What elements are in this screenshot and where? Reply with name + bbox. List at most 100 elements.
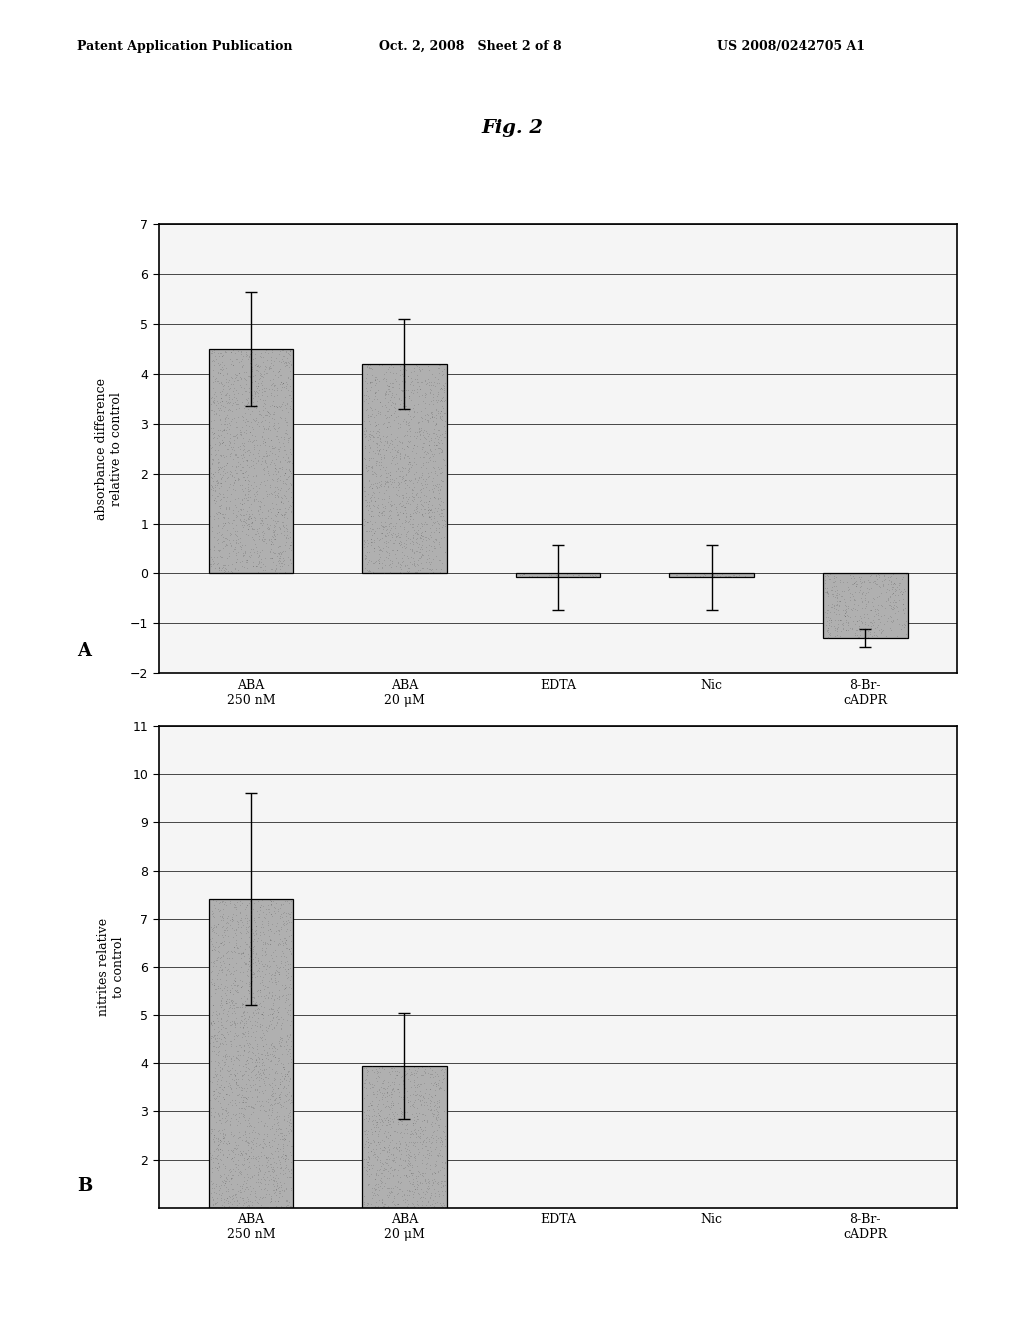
Point bbox=[425, 411, 441, 432]
Point bbox=[387, 1221, 403, 1242]
Point bbox=[279, 525, 295, 546]
Point bbox=[254, 366, 270, 387]
Point bbox=[265, 404, 282, 425]
Point bbox=[219, 438, 236, 459]
Point bbox=[270, 1134, 287, 1155]
Point bbox=[231, 1044, 248, 1065]
Point bbox=[281, 1071, 297, 1092]
Point bbox=[423, 391, 439, 412]
Point bbox=[386, 1185, 402, 1206]
Point bbox=[397, 1131, 414, 1152]
Point bbox=[244, 970, 260, 991]
Point bbox=[834, 585, 850, 606]
Point bbox=[241, 937, 257, 958]
Point bbox=[382, 1162, 398, 1183]
Point bbox=[394, 491, 411, 512]
Point bbox=[380, 434, 396, 455]
Point bbox=[214, 1125, 230, 1146]
Point bbox=[861, 579, 878, 601]
Point bbox=[207, 1061, 223, 1082]
Point bbox=[414, 1134, 430, 1155]
Point bbox=[408, 1242, 424, 1263]
Point bbox=[209, 503, 225, 524]
Point bbox=[890, 1239, 906, 1261]
Point bbox=[437, 403, 454, 424]
Point bbox=[403, 1064, 420, 1085]
Point bbox=[236, 508, 252, 529]
Point bbox=[276, 411, 293, 432]
Point bbox=[705, 1243, 721, 1265]
Point bbox=[223, 408, 240, 429]
Point bbox=[213, 1028, 229, 1049]
Point bbox=[208, 1175, 224, 1196]
Point bbox=[278, 954, 294, 975]
Point bbox=[271, 1086, 288, 1107]
Point bbox=[400, 511, 417, 532]
Point bbox=[413, 513, 429, 535]
Point bbox=[435, 358, 452, 379]
Point bbox=[204, 933, 220, 954]
Point bbox=[225, 1028, 242, 1049]
Point bbox=[410, 1232, 426, 1253]
Point bbox=[278, 985, 294, 1006]
Point bbox=[407, 1212, 423, 1233]
Point bbox=[393, 438, 410, 459]
Point bbox=[250, 1224, 266, 1245]
Point bbox=[224, 510, 241, 531]
Point bbox=[545, 1236, 561, 1257]
Point bbox=[210, 913, 226, 935]
Point bbox=[409, 1220, 425, 1241]
Point bbox=[409, 1216, 425, 1237]
Point bbox=[389, 459, 406, 480]
Point bbox=[228, 424, 245, 445]
Point bbox=[215, 527, 231, 548]
Point bbox=[858, 595, 874, 616]
Point bbox=[242, 421, 258, 442]
Point bbox=[395, 379, 412, 400]
Point bbox=[265, 890, 282, 911]
Point bbox=[257, 451, 273, 473]
Point bbox=[362, 1140, 379, 1162]
Point bbox=[385, 1150, 401, 1171]
Point bbox=[362, 1155, 379, 1176]
Point bbox=[282, 1208, 298, 1229]
Point bbox=[222, 533, 239, 554]
Point bbox=[361, 355, 378, 376]
Point bbox=[283, 482, 299, 503]
Point bbox=[225, 909, 242, 931]
Point bbox=[225, 499, 242, 520]
Point bbox=[374, 1057, 390, 1078]
Point bbox=[359, 560, 376, 581]
Point bbox=[278, 378, 294, 399]
Point bbox=[275, 1181, 292, 1203]
Point bbox=[241, 515, 257, 536]
Point bbox=[203, 463, 219, 484]
Point bbox=[376, 532, 392, 553]
Point bbox=[428, 1101, 444, 1122]
Point bbox=[895, 598, 911, 619]
Point bbox=[258, 1019, 274, 1040]
Point bbox=[246, 471, 262, 492]
Point bbox=[233, 1076, 250, 1097]
Point bbox=[398, 482, 415, 503]
Point bbox=[275, 352, 292, 374]
Point bbox=[360, 1137, 377, 1158]
Point bbox=[265, 1180, 282, 1201]
Point bbox=[264, 533, 281, 554]
Point bbox=[722, 1245, 738, 1266]
Point bbox=[272, 919, 289, 940]
Point bbox=[417, 474, 433, 495]
Point bbox=[414, 539, 430, 560]
Point bbox=[245, 982, 261, 1003]
Point bbox=[242, 1210, 258, 1232]
Point bbox=[246, 1069, 262, 1090]
Point bbox=[270, 478, 287, 499]
Point bbox=[263, 533, 280, 554]
Point bbox=[359, 1208, 376, 1229]
Point bbox=[432, 491, 449, 512]
Point bbox=[260, 401, 276, 422]
Point bbox=[243, 1104, 259, 1125]
Point bbox=[408, 1122, 424, 1143]
Point bbox=[255, 1035, 271, 1056]
Point bbox=[269, 467, 286, 488]
